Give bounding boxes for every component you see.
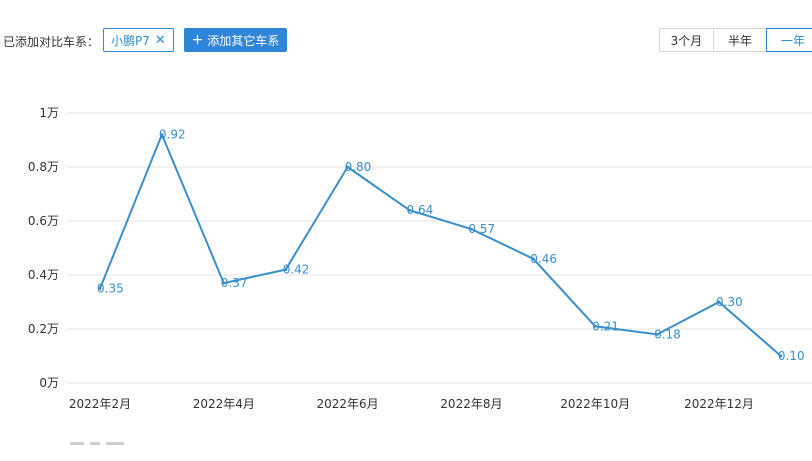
x-tick-label: 2022年6月 xyxy=(317,397,379,411)
data-point xyxy=(408,208,411,212)
data-label: 0.64 xyxy=(407,203,434,217)
data-label: 0.80 xyxy=(345,160,372,174)
data-point xyxy=(160,133,164,137)
compared-series-tag[interactable]: 小鹏P7 ✕ xyxy=(103,28,174,52)
x-tick-label: 2022年10月 xyxy=(560,397,630,411)
close-icon[interactable]: ✕ xyxy=(154,32,166,48)
y-tick-label: 0.8万 xyxy=(28,160,59,174)
y-tick-label: 0.2万 xyxy=(28,322,59,336)
data-label: 0.37 xyxy=(221,276,248,290)
data-label: 0.92 xyxy=(159,128,186,142)
tag-label: 小鹏P7 xyxy=(111,33,150,48)
data-point xyxy=(531,257,535,261)
y-tick-label: 0.6万 xyxy=(28,214,59,228)
add-series-button[interactable]: + 添加其它车系 xyxy=(184,28,287,52)
sales-line-chart: 0万 0.2万 0.4万 0.6万 0.8万 1万 2022年2月 2022年4月 2022年… xyxy=(28,106,812,411)
data-label: 0.42 xyxy=(283,263,310,277)
data-label: 0.18 xyxy=(654,327,681,341)
data-point xyxy=(717,300,721,304)
data-label: 0.35 xyxy=(97,282,124,296)
data-point xyxy=(779,354,783,358)
range-half-year-button[interactable]: 半年 xyxy=(713,28,767,52)
x-tick-label: 2022年2月 xyxy=(69,397,131,411)
data-label: 0.21 xyxy=(592,319,619,333)
x-tick-label: 2022年12月 xyxy=(684,397,754,411)
data-label: 0.10 xyxy=(778,349,805,363)
compare-label: 已添加对比车系： xyxy=(3,35,100,49)
legend-stub xyxy=(70,442,160,449)
data-point xyxy=(469,227,473,231)
data-point xyxy=(284,268,288,272)
time-range-selector: 3个月 半年 一年 xyxy=(659,28,812,52)
data-label: 0.57 xyxy=(468,222,495,236)
add-series-label: 添加其它车系 xyxy=(207,33,280,48)
y-tick-label: 0万 xyxy=(39,376,59,390)
series-line xyxy=(99,133,782,357)
data-point xyxy=(222,281,226,285)
y-tick-label: 0.4万 xyxy=(28,268,59,282)
data-label: 0.46 xyxy=(530,252,557,266)
data-point xyxy=(346,165,350,169)
data-point xyxy=(655,332,659,336)
data-point xyxy=(593,324,597,328)
data-label: 0.30 xyxy=(716,295,743,309)
y-tick-label: 1万 xyxy=(39,106,59,120)
plus-icon: + xyxy=(191,32,204,48)
x-tick-label: 2022年8月 xyxy=(440,397,502,411)
range-one-year-button[interactable]: 一年 xyxy=(766,28,812,52)
x-tick-label: 2022年4月 xyxy=(193,397,255,411)
data-point xyxy=(98,287,102,290)
filter-bar: 已添加对比车系： 小鹏P7 ✕ + 添加其它车系 3个月 半年 一年 xyxy=(0,0,812,60)
